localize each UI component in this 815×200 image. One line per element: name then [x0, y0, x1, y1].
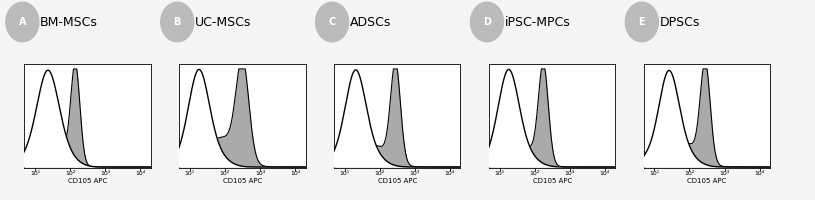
X-axis label: CD105 APC: CD105 APC	[68, 178, 108, 184]
Text: DPSCs: DPSCs	[659, 16, 700, 28]
Circle shape	[161, 2, 194, 42]
X-axis label: CD105 APC: CD105 APC	[687, 178, 727, 184]
Text: E: E	[638, 17, 645, 27]
Text: C: C	[328, 17, 336, 27]
Circle shape	[470, 2, 504, 42]
Circle shape	[6, 2, 39, 42]
X-axis label: CD105 APC: CD105 APC	[377, 178, 417, 184]
X-axis label: CD105 APC: CD105 APC	[532, 178, 572, 184]
Circle shape	[625, 2, 659, 42]
Circle shape	[315, 2, 349, 42]
X-axis label: CD105 APC: CD105 APC	[222, 178, 262, 184]
Text: B: B	[174, 17, 181, 27]
Text: iPSC-MPCs: iPSC-MPCs	[504, 16, 570, 28]
Text: A: A	[19, 17, 26, 27]
Text: UC-MSCs: UC-MSCs	[195, 16, 251, 28]
Text: D: D	[483, 17, 491, 27]
Text: BM-MSCs: BM-MSCs	[40, 16, 98, 28]
Text: ADSCs: ADSCs	[350, 16, 391, 28]
